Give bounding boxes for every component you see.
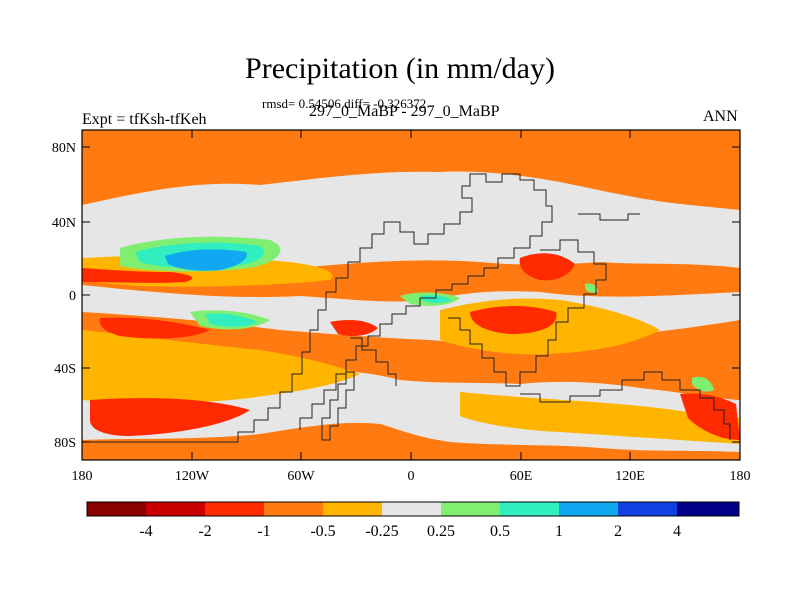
field-light-orange-a <box>82 330 360 403</box>
colorbar-label: 0.25 <box>427 523 455 540</box>
colorbar-label: 4 <box>673 523 681 540</box>
colorbar: -4 -2 -1 -0.5 -0.25 0.25 0.5 1 2 4 <box>86 501 740 540</box>
field-light-orange-c <box>460 392 740 444</box>
colorbar-swatch <box>618 502 677 516</box>
continent-outline-strip <box>578 213 640 221</box>
field-red-d <box>470 306 557 334</box>
colorbar-label: -2 <box>198 523 211 540</box>
lat-label-80s: 80S <box>54 436 76 451</box>
stats-text: rmsd= 0.54506 diff= -0.326372 <box>262 96 427 111</box>
season-label: ANN <box>703 108 738 125</box>
field-red-f <box>680 393 740 440</box>
continent-outline-arm <box>321 371 355 441</box>
lat-label-80n: 80N <box>52 141 76 156</box>
lon-label-180w: 180 <box>72 469 93 484</box>
period-label: 297_0_MaBP - 297_0_MaBP <box>309 103 500 120</box>
colorbar-swatch <box>205 502 264 516</box>
lon-label-0: 0 <box>408 469 415 484</box>
colorbar-swatch <box>323 502 382 516</box>
lat-label-40s: 40S <box>54 362 76 377</box>
colorbar-swatch <box>441 502 500 516</box>
continent-outline-isle <box>350 337 397 386</box>
precipitation-field <box>82 130 740 460</box>
lon-label-120w: 120W <box>175 469 210 484</box>
field-green-e <box>585 283 598 293</box>
field-red-a <box>82 268 193 283</box>
field-blue-a <box>165 249 247 271</box>
colorbar-frame <box>86 501 740 517</box>
colorbar-label: 2 <box>614 523 622 540</box>
colorbar-swatch <box>677 502 739 516</box>
colorbar-swatch <box>500 502 559 516</box>
colorbar-label: 1 <box>555 523 563 540</box>
continent-outlines <box>82 173 731 443</box>
colorbar-label: -0.5 <box>310 523 335 540</box>
colorbar-label: -1 <box>257 523 270 540</box>
lat-label-0: 0 <box>69 289 76 304</box>
lat-axis: 80N 40N 0 40S 80S <box>52 141 740 451</box>
colorbar-swatch <box>87 502 146 516</box>
lon-label-180e: 180 <box>730 469 751 484</box>
colorbar-label: 0.5 <box>490 523 510 540</box>
field-red-c <box>90 398 250 436</box>
field-cyan-c <box>420 295 452 303</box>
field-red-b <box>99 317 210 339</box>
colorbar-swatch <box>382 502 441 516</box>
lon-label-60w: 60W <box>287 469 315 484</box>
lat-label-40n: 40N <box>52 216 76 231</box>
experiment-label: Expt = tfKsh-tfKeh <box>82 111 207 128</box>
colorbar-label: -0.25 <box>365 523 398 540</box>
field-green-d <box>692 376 714 392</box>
lon-label-60e: 60E <box>510 469 533 484</box>
colorbar-swatch <box>559 502 618 516</box>
continent-outline-main <box>82 173 553 443</box>
lon-label-120e: 120E <box>615 469 645 484</box>
field-cyan-b <box>205 313 258 327</box>
continent-outline-south <box>520 371 731 440</box>
colorbar-label: -4 <box>139 523 152 540</box>
lon-axis: 180 120W 60W 0 60E 120E 180 <box>72 130 751 484</box>
colorbar-swatch <box>264 502 323 516</box>
map-title: Precipitation (in mm/day) <box>245 52 555 85</box>
continent-outline-east <box>448 239 607 387</box>
field-red-g <box>330 320 378 336</box>
colorbar-swatch <box>146 502 205 516</box>
field-red-e <box>519 253 575 281</box>
